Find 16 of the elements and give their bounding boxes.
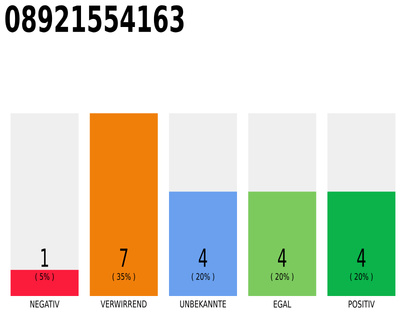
x-tick-label: EGAL: [274, 300, 292, 308]
data-label: 4: [357, 248, 366, 267]
data-label: 1: [41, 248, 48, 267]
x-tick-label: POSITIV: [348, 300, 375, 308]
annotation: ( 20% ): [271, 272, 294, 281]
data-label: 7: [120, 248, 128, 267]
annotation: ( 5% ): [35, 272, 54, 281]
data-label: 4: [198, 248, 208, 267]
x-tick-label: UNBEKANNTE: [180, 300, 226, 308]
chart-title: 08921554163: [5, 5, 184, 32]
data-label: 4: [278, 248, 286, 267]
annotation: ( 20% ): [192, 272, 214, 281]
x-tick-label: VERWIRREND: [100, 300, 147, 308]
x-tick-label: NEGATIV: [30, 300, 60, 308]
annotation: ( 35% ): [112, 272, 135, 281]
annotation: ( 20% ): [350, 272, 373, 281]
